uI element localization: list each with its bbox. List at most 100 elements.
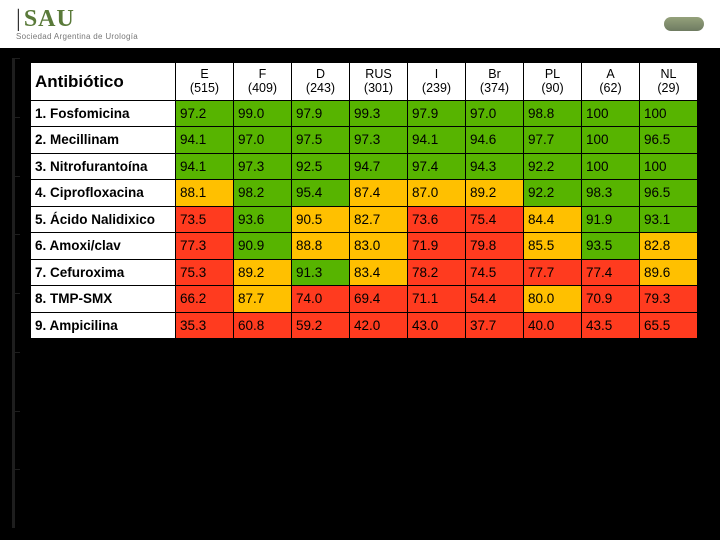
value-cell: 91.9 — [582, 206, 640, 233]
value-cell: 97.3 — [234, 153, 292, 180]
row-label: 7. Cefuroxima — [31, 259, 176, 286]
value-cell: 60.8 — [234, 312, 292, 339]
value-cell: 99.0 — [234, 100, 292, 127]
value-cell: 83.0 — [350, 233, 408, 260]
value-cell: 94.1 — [176, 127, 234, 154]
col-header-top: PL — [528, 67, 577, 81]
value-cell: 78.2 — [408, 259, 466, 286]
value-cell: 97.5 — [292, 127, 350, 154]
value-cell: 97.0 — [234, 127, 292, 154]
table-row: 4. Ciprofloxacina88.198.295.487.487.089.… — [31, 180, 698, 207]
value-cell: 79.8 — [466, 233, 524, 260]
value-cell: 74.5 — [466, 259, 524, 286]
row-label: 5. Ácido Nalidixico — [31, 206, 176, 233]
value-cell: 87.7 — [234, 286, 292, 313]
row-label: 1. Fosfomicina — [31, 100, 176, 127]
value-cell: 88.1 — [176, 180, 234, 207]
header-bar: |SAU Sociedad Argentina de Urología — [0, 0, 720, 48]
col-header: D(243) — [292, 63, 350, 101]
value-cell: 89.6 — [640, 259, 698, 286]
value-cell: 80.0 — [524, 286, 582, 313]
value-cell: 94.1 — [408, 127, 466, 154]
col-header-bottom: (409) — [238, 81, 287, 95]
value-cell: 87.4 — [350, 180, 408, 207]
value-cell: 82.7 — [350, 206, 408, 233]
value-cell: 97.7 — [524, 127, 582, 154]
logo: |SAU Sociedad Argentina de Urología — [16, 7, 138, 41]
value-cell: 100 — [640, 100, 698, 127]
value-cell: 87.0 — [408, 180, 466, 207]
value-cell: 100 — [582, 127, 640, 154]
col-header-top: NL — [644, 67, 693, 81]
value-cell: 89.2 — [234, 259, 292, 286]
row-label: 6. Amoxi/clav — [31, 233, 176, 260]
value-cell: 92.2 — [524, 153, 582, 180]
col-header: NL(29) — [640, 63, 698, 101]
value-cell: 99.3 — [350, 100, 408, 127]
value-cell: 97.4 — [408, 153, 466, 180]
value-cell: 40.0 — [524, 312, 582, 339]
table-row: 1. Fosfomicina97.299.097.999.397.997.098… — [31, 100, 698, 127]
col-header: I(239) — [408, 63, 466, 101]
row-label: 4. Ciprofloxacina — [31, 180, 176, 207]
col-header: RUS(301) — [350, 63, 408, 101]
value-cell: 97.0 — [466, 100, 524, 127]
value-cell: 100 — [582, 153, 640, 180]
col-header-bottom: (515) — [180, 81, 229, 95]
row-label: 9. Ampicilina — [31, 312, 176, 339]
table-row: 5. Ácido Nalidixico73.593.690.582.773.67… — [31, 206, 698, 233]
table-row: 8. TMP-SMX66.287.774.069.471.154.480.070… — [31, 286, 698, 313]
row-label: 2. Mecillinam — [31, 127, 176, 154]
value-cell: 93.1 — [640, 206, 698, 233]
logo-subtitle: Sociedad Argentina de Urología — [16, 33, 138, 41]
antibiotic-table: Antibiótico E(515)F(409)D(243)RUS(301)I(… — [30, 62, 698, 339]
col-header: PL(90) — [524, 63, 582, 101]
value-cell: 83.4 — [350, 259, 408, 286]
value-cell: 73.6 — [408, 206, 466, 233]
col-header-top: F — [238, 67, 287, 81]
side-ruler — [12, 58, 20, 528]
table-row: 2. Mecillinam94.197.097.597.394.194.697.… — [31, 127, 698, 154]
value-cell: 97.3 — [350, 127, 408, 154]
value-cell: 69.4 — [350, 286, 408, 313]
table-header-row: Antibiótico E(515)F(409)D(243)RUS(301)I(… — [31, 63, 698, 101]
bacteria-icon — [664, 17, 704, 31]
col-header: Br(374) — [466, 63, 524, 101]
value-cell: 100 — [582, 100, 640, 127]
value-cell: 93.6 — [234, 206, 292, 233]
col-header: F(409) — [234, 63, 292, 101]
col-header-bottom: (243) — [296, 81, 345, 95]
value-cell: 98.3 — [582, 180, 640, 207]
value-cell: 92.2 — [524, 180, 582, 207]
value-cell: 91.3 — [292, 259, 350, 286]
value-cell: 66.2 — [176, 286, 234, 313]
col-header-bottom: (239) — [412, 81, 461, 95]
value-cell: 98.8 — [524, 100, 582, 127]
col-header: A(62) — [582, 63, 640, 101]
value-cell: 43.5 — [582, 312, 640, 339]
value-cell: 94.7 — [350, 153, 408, 180]
corner-cell: Antibiótico — [31, 63, 176, 101]
col-header-top: Br — [470, 67, 519, 81]
value-cell: 77.4 — [582, 259, 640, 286]
value-cell: 37.7 — [466, 312, 524, 339]
col-header-bottom: (62) — [586, 81, 635, 95]
value-cell: 35.3 — [176, 312, 234, 339]
value-cell: 94.3 — [466, 153, 524, 180]
col-header-bottom: (90) — [528, 81, 577, 95]
col-header-bottom: (301) — [354, 81, 403, 95]
table-body: 1. Fosfomicina97.299.097.999.397.997.098… — [31, 100, 698, 339]
value-cell: 94.6 — [466, 127, 524, 154]
value-cell: 94.1 — [176, 153, 234, 180]
value-cell: 96.5 — [640, 180, 698, 207]
table-container: Antibiótico E(515)F(409)D(243)RUS(301)I(… — [0, 48, 720, 345]
value-cell: 93.5 — [582, 233, 640, 260]
col-header-bottom: (29) — [644, 81, 693, 95]
table-row: 3. Nitrofurantoína94.197.392.594.797.494… — [31, 153, 698, 180]
value-cell: 75.4 — [466, 206, 524, 233]
value-cell: 96.5 — [640, 127, 698, 154]
value-cell: 75.3 — [176, 259, 234, 286]
value-cell: 79.3 — [640, 286, 698, 313]
value-cell: 71.1 — [408, 286, 466, 313]
value-cell: 54.4 — [466, 286, 524, 313]
